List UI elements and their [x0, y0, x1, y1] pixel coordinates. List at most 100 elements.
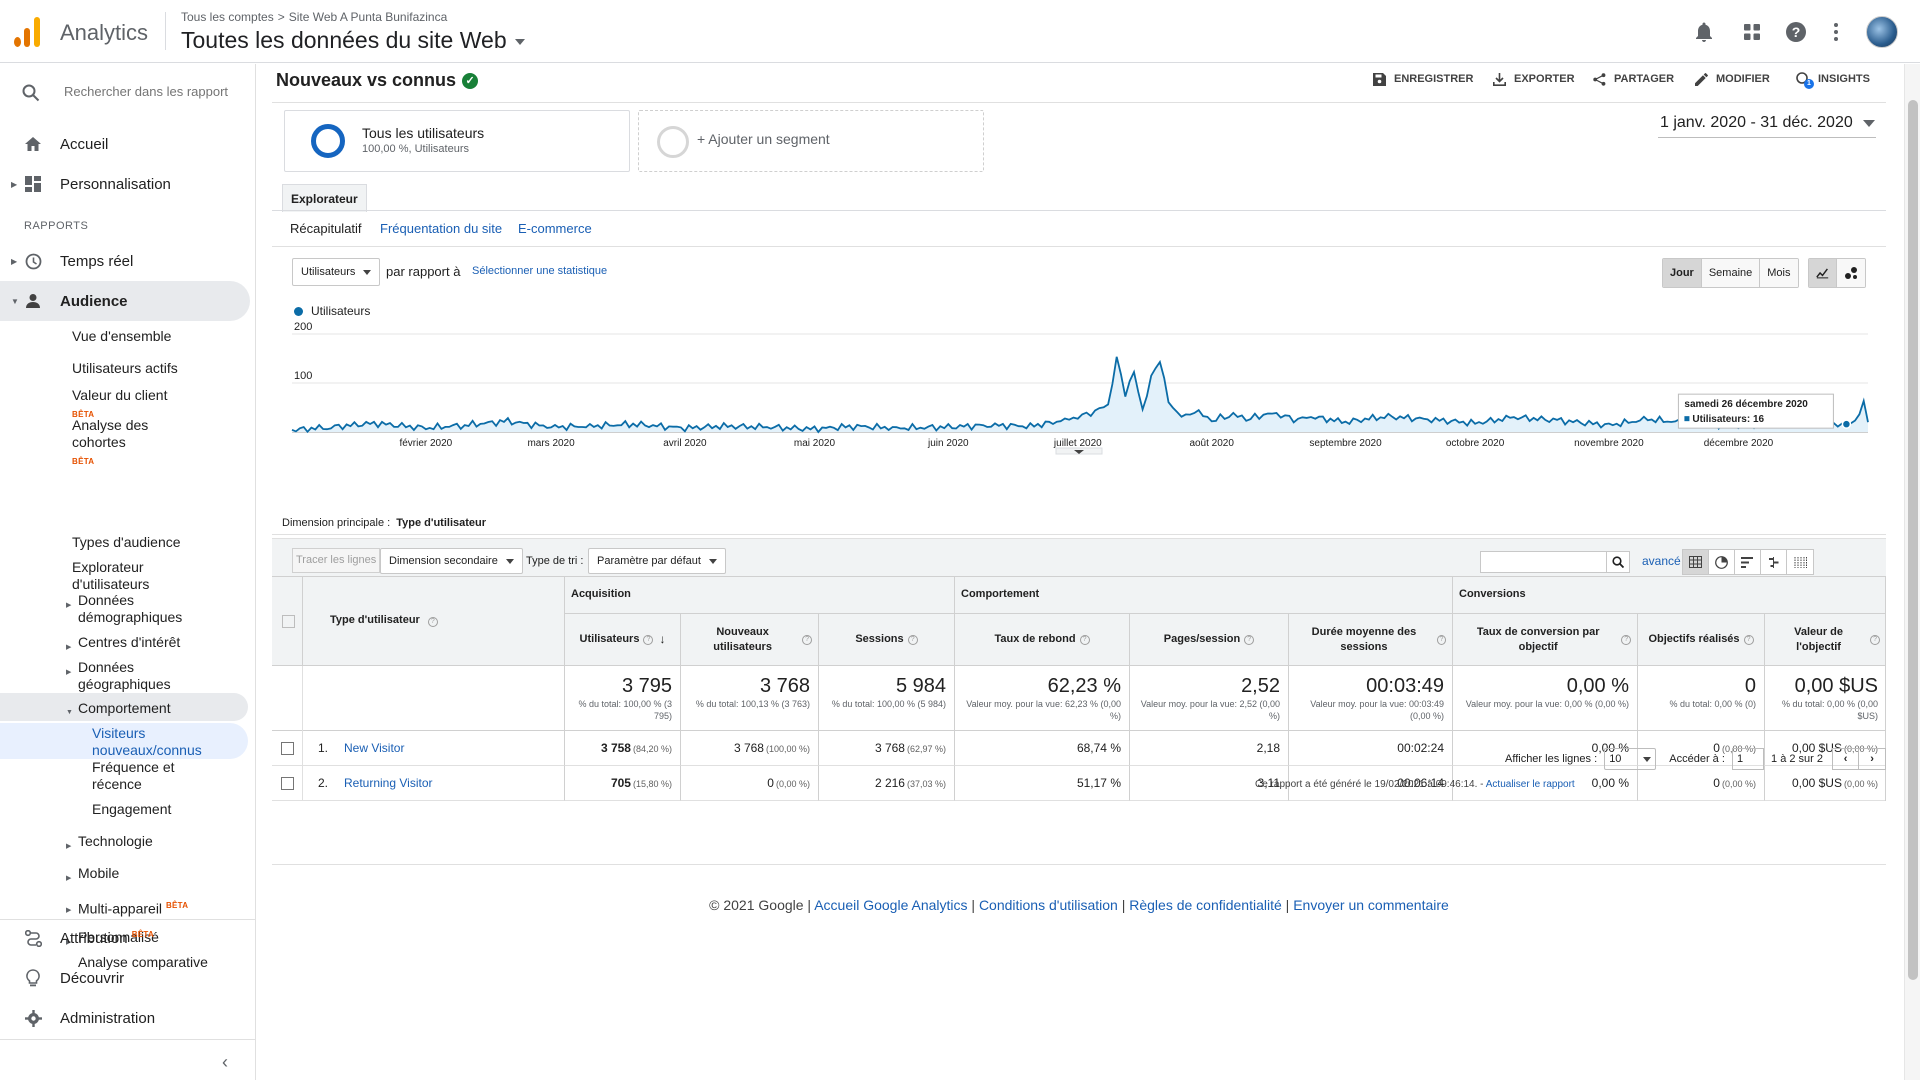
sidebar-divider: [0, 1039, 256, 1040]
beta-badge: BÊTA: [72, 410, 95, 419]
pivot-view-icon[interactable]: [1787, 550, 1813, 574]
search-icon[interactable]: [1606, 551, 1630, 573]
app-name[interactable]: Analytics: [60, 20, 149, 45]
secondary-dimension-select[interactable]: Dimension secondaire: [380, 548, 523, 574]
metric-select[interactable]: Utilisateurs: [292, 258, 381, 286]
save-button[interactable]: ENREGISTRER: [1372, 72, 1473, 86]
sidebar-item-attribution[interactable]: Attribution BÊTA: [0, 918, 250, 958]
insights-button[interactable]: 1 INSIGHTS: [1796, 72, 1870, 89]
primary-dimension-label: Dimension principale :: [282, 517, 391, 529]
table-search-input[interactable]: [1480, 551, 1608, 573]
sidebar-group-interests[interactable]: ▶ Centres d'intérêt: [66, 634, 180, 651]
comparison-view-icon[interactable]: [1761, 550, 1787, 574]
refresh-report-link[interactable]: Actualiser le rapport: [1485, 779, 1575, 790]
show-rows-value: 10: [1609, 753, 1622, 765]
sidebar-item-audience[interactable]: ▼ Audience: [0, 281, 250, 321]
show-rows-select[interactable]: 10: [1604, 748, 1657, 770]
subtab-summary[interactable]: Récapitulatif: [290, 221, 362, 236]
tab-explorer[interactable]: Explorateur: [282, 184, 367, 212]
tooltip-point[interactable]: [1841, 419, 1852, 429]
segment-all-users[interactable]: Tous les utilisateurs 100,00 %, Utilisat…: [284, 110, 630, 172]
sidebar-sub-new-vs-returning[interactable]: Visiteurs nouveaux/connus: [92, 725, 202, 758]
sidebar-item-admin[interactable]: Administration: [0, 998, 250, 1038]
sidebar-item-discover[interactable]: Découvrir: [0, 958, 250, 998]
pie-view-icon[interactable]: [1709, 550, 1735, 574]
sidebar-sub-lifetime-value[interactable]: Valeur du client BÊTA: [72, 387, 222, 423]
footer-link-terms[interactable]: Conditions d'utilisation: [978, 897, 1118, 913]
primary-dimension: Dimension principale : Type d'utilisateur: [282, 517, 486, 529]
footer-copyright: © 2021 Google |: [709, 897, 812, 913]
sidebar-item-home[interactable]: Accueil: [0, 124, 250, 164]
goto-input[interactable]: 1: [1731, 748, 1764, 770]
footer-link-privacy[interactable]: Règles de confidentialité: [1129, 897, 1282, 913]
sidebar-sub-active-users[interactable]: Utilisateurs actifs: [72, 360, 178, 376]
dimension-divider: [272, 534, 1886, 535]
sidebar-item-label: Audience: [60, 292, 128, 310]
tooltip-date: samedi 26 décembre 2020: [1684, 399, 1808, 410]
edit-button[interactable]: MODIFIER: [1694, 72, 1770, 86]
motion-chart-icon[interactable]: [1837, 259, 1865, 287]
sidebar-sub-frequency[interactable]: Fréquence et récence: [92, 759, 175, 792]
scrollbar-thumb[interactable]: [1908, 100, 1918, 980]
table-header-spacer: [272, 582, 1886, 640]
apps-grid-icon[interactable]: [1740, 20, 1764, 44]
report-generated-note: Ce rapport a été généré le 19/02/2021 à …: [1255, 779, 1575, 790]
users-line-chart[interactable]: 100 200 février 2020 mars 2020 avril 2020 mai…: [272, 316, 1886, 516]
breadcrumb-accounts[interactable]: Tous les comptes: [181, 10, 274, 24]
footer-link-home[interactable]: Accueil Google Analytics: [814, 897, 968, 913]
granularity-month[interactable]: Mois: [1760, 259, 1798, 287]
sidebar-item-customization[interactable]: ▶ Personnalisation: [0, 164, 250, 204]
footer-link-feedback[interactable]: Envoyer un commentaire: [1293, 897, 1449, 913]
subtab-site-usage[interactable]: Fréquentation du site: [380, 221, 503, 236]
plot-rows-button[interactable]: Tracer les lignes: [292, 548, 381, 573]
avatar[interactable]: [1866, 16, 1898, 48]
page-scrollbar[interactable]: [1904, 64, 1920, 1080]
sidebar-item-realtime[interactable]: ▶ Temps réel: [0, 241, 250, 281]
sidebar-group-multi-device[interactable]: ▶ Multi-appareil BÊTA: [66, 897, 188, 918]
chevron-left-icon[interactable]: ‹: [222, 1052, 228, 1072]
sidebar-group-geo[interactable]: ▶ Données géographiques: [66, 659, 218, 693]
bell-icon[interactable]: [1692, 20, 1716, 44]
date-range-picker[interactable]: 1 janv. 2020 - 31 déc. 2020: [1660, 114, 1875, 132]
prev-page-icon[interactable]: ‹: [1833, 749, 1860, 769]
granularity-day[interactable]: Jour: [1663, 259, 1702, 287]
performance-view-icon[interactable]: [1735, 550, 1761, 574]
sidebar-group-custom[interactable]: ▶ Personnalisé: [66, 929, 159, 946]
sidebar-sub-engagement[interactable]: Engagement: [92, 801, 172, 817]
sidebar-group-mobile[interactable]: ▶ Mobile: [66, 865, 119, 882]
add-segment-button[interactable]: + Ajouter un segment: [638, 110, 984, 172]
sidebar-group-demographics[interactable]: ▶ Données démographiques: [66, 592, 218, 626]
subtab-ecommerce[interactable]: E-commerce: [518, 221, 592, 236]
table-view-icon[interactable]: [1683, 550, 1709, 574]
chevron-down-icon: [1643, 757, 1652, 762]
sidebar-group-technology[interactable]: ▶ Technologie: [66, 833, 153, 850]
breadcrumb-site[interactable]: Site Web A Punta Bunifazinca: [288, 10, 448, 24]
sidebar-group-benchmarking[interactable]: ▶Analyse comparative: [78, 954, 208, 982]
more-vert-icon[interactable]: [1824, 20, 1848, 44]
advanced-filter-link[interactable]: avancé: [1642, 554, 1681, 568]
sidebar-sub-cohort[interactable]: Analyse des cohortes BÊTA: [72, 417, 182, 470]
sidebar-group-behavior[interactable]: ▼ Comportement: [66, 700, 171, 717]
sort-type-select[interactable]: Paramètre par défaut: [588, 548, 726, 574]
sidebar-item-label: Attribution BÊTA: [60, 929, 155, 947]
select-metric-link[interactable]: Sélectionner une statistique: [472, 265, 608, 277]
export-button[interactable]: EXPORTER: [1492, 72, 1575, 86]
sidebar-search-input[interactable]: [64, 84, 244, 99]
sidebar-sub-overview[interactable]: Vue d'ensemble: [72, 328, 172, 344]
insights-badge: 1: [1804, 79, 1814, 89]
save-label: ENREGISTRER: [1394, 73, 1474, 85]
analytics-logo-icon[interactable]: [14, 17, 42, 47]
sidebar-item-label: Personnalisation: [60, 175, 171, 193]
sidebar-search[interactable]: [0, 64, 256, 122]
sidebar-sub-user-explorer[interactable]: Explorateur d'utilisateurs: [72, 559, 150, 592]
share-button[interactable]: PARTAGER: [1592, 72, 1674, 86]
line-chart-icon[interactable]: [1809, 259, 1837, 287]
primary-dimension-value[interactable]: Type d'utilisateur: [396, 517, 487, 529]
generated-text: Ce rapport a été généré le 19/02/2021 à …: [1255, 779, 1484, 790]
breadcrumb[interactable]: Tous les comptes > Site Web A Punta Bunifa…: [181, 10, 447, 24]
help-icon[interactable]: ?: [1784, 20, 1808, 44]
sidebar-sub-audience-types[interactable]: Types d'audience: [72, 534, 181, 550]
next-page-icon[interactable]: ›: [1870, 753, 1874, 765]
property-selector[interactable]: Toutes les données du site Web: [181, 27, 525, 54]
granularity-week[interactable]: Semaine: [1701, 259, 1761, 287]
